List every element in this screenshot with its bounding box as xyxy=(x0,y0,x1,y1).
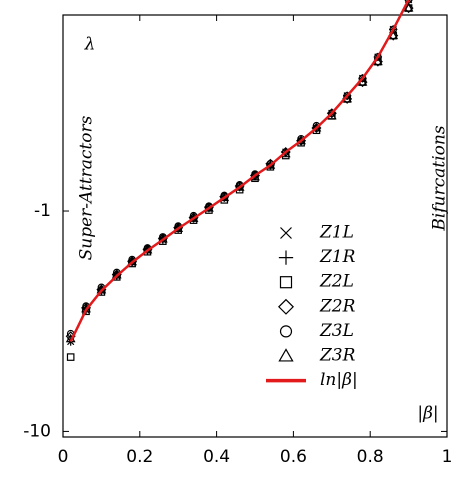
legend-label: Z2L xyxy=(319,272,354,292)
marker xyxy=(403,3,414,12)
y-tick-label: -10 xyxy=(23,421,51,441)
y-tick-label: -0.1 xyxy=(18,0,51,1)
legend-swatch xyxy=(278,250,294,265)
legend-swatch xyxy=(280,227,292,239)
marker xyxy=(66,353,75,361)
legend-swatch xyxy=(279,276,293,289)
marker xyxy=(327,109,336,118)
legend-swatch xyxy=(278,298,294,315)
legend-label: Z2R xyxy=(319,296,356,316)
legend-label: Z1L xyxy=(319,223,354,243)
x-tick-label: 1 xyxy=(442,447,453,467)
marker xyxy=(374,53,382,61)
legend-swatch xyxy=(279,325,293,338)
line xyxy=(69,0,410,343)
legend-label: Z1R xyxy=(319,247,356,267)
x-tick-label: 0.4 xyxy=(203,447,230,467)
y-axis-label: λ xyxy=(84,35,96,55)
legend-label: Z3R xyxy=(319,346,356,366)
x-axis-label: |β| xyxy=(417,404,438,424)
x-tick-label: 0 xyxy=(58,447,69,467)
legend-label: Z3L xyxy=(319,321,354,341)
x-tick-label: 0.2 xyxy=(126,447,153,467)
annotation: Bifurcations xyxy=(430,125,450,231)
annotation: Super-Attractors xyxy=(77,115,97,260)
x-tick-label: 0.6 xyxy=(280,447,307,467)
y-tick-label: -1 xyxy=(34,201,51,221)
plot-frame xyxy=(62,14,448,438)
legend-swatch xyxy=(278,348,294,362)
marker xyxy=(343,91,351,100)
x-tick-label: 0.8 xyxy=(357,447,384,467)
marker xyxy=(358,74,367,83)
marker xyxy=(404,0,413,4)
legend-label: ln|β| xyxy=(320,370,358,390)
